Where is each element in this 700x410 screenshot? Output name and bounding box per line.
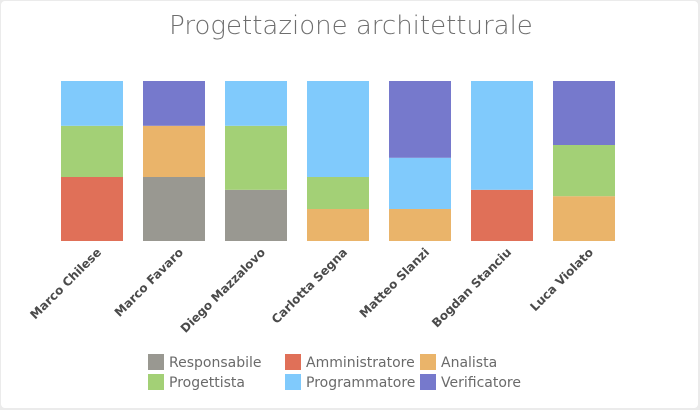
bar-luca-violato-progettista — [553, 145, 615, 197]
bar-marco-chilese-amministratore — [61, 177, 123, 241]
legend-swatch-analista — [420, 354, 436, 370]
bar-luca-violato-analista — [553, 196, 615, 241]
bar-matteo-slanzi-verificatore — [389, 81, 451, 158]
chart-title: Progettazione architetturale — [169, 11, 533, 41]
bar-bogdan-stanciu-amministratore — [471, 189, 533, 241]
bar-carlotta-segna-programmatore — [307, 81, 369, 177]
x-tick-label-marco-favaro: Marco Favaro — [112, 245, 186, 319]
bar-marco-favaro-responsabile — [143, 177, 205, 241]
bar-marco-favaro-analista — [143, 125, 205, 177]
bar-bogdan-stanciu-programmatore — [471, 81, 533, 190]
legend: Responsabile Amministratore Analista Proget… — [148, 354, 521, 391]
legend-swatch-progettista — [148, 374, 164, 390]
legend-label-responsabile: Responsabile — [169, 355, 261, 371]
legend-label-programmatore: Programmatore — [306, 375, 415, 391]
x-tick-label-luca-violato: Luca Violato — [527, 245, 596, 314]
legend-swatch-amministratore — [285, 354, 301, 370]
bar-marco-chilese-programmatore — [61, 81, 123, 126]
bars-group — [61, 81, 615, 241]
x-tick-label-matteo-slanzi: Matteo Slanzi — [357, 245, 432, 320]
legend-swatch-verificatore — [420, 374, 436, 390]
x-tick-label-diego-mazzalovo: Diego Mazzalovo — [178, 245, 268, 335]
x-tick-label-bogdan-stanciu: Bogdan Stanciu — [429, 245, 514, 330]
legend-label-progettista: Progettista — [169, 375, 245, 391]
x-tick-label-marco-chilese: Marco Chilese — [27, 245, 104, 322]
bar-carlotta-segna-analista — [307, 209, 369, 241]
bar-matteo-slanzi-programmatore — [389, 157, 451, 209]
x-tick-label-carlotta-segna: Carlotta Segna — [269, 245, 350, 326]
legend-label-verificatore: Verificatore — [441, 375, 521, 391]
bar-carlotta-segna-progettista — [307, 177, 369, 209]
bar-diego-mazzalovo-programmatore — [225, 81, 287, 126]
legend-label-amministratore: Amministratore — [306, 355, 415, 371]
legend-label-analista: Analista — [441, 355, 497, 371]
legend-swatch-responsabile — [148, 354, 164, 370]
bar-luca-violato-verificatore — [553, 81, 615, 145]
bar-matteo-slanzi-analista — [389, 209, 451, 241]
bar-diego-mazzalovo-responsabile — [225, 189, 287, 241]
bar-diego-mazzalovo-progettista — [225, 125, 287, 190]
bar-marco-favaro-verificatore — [143, 81, 205, 126]
bar-marco-chilese-progettista — [61, 125, 123, 177]
legend-swatch-programmatore — [285, 374, 301, 390]
